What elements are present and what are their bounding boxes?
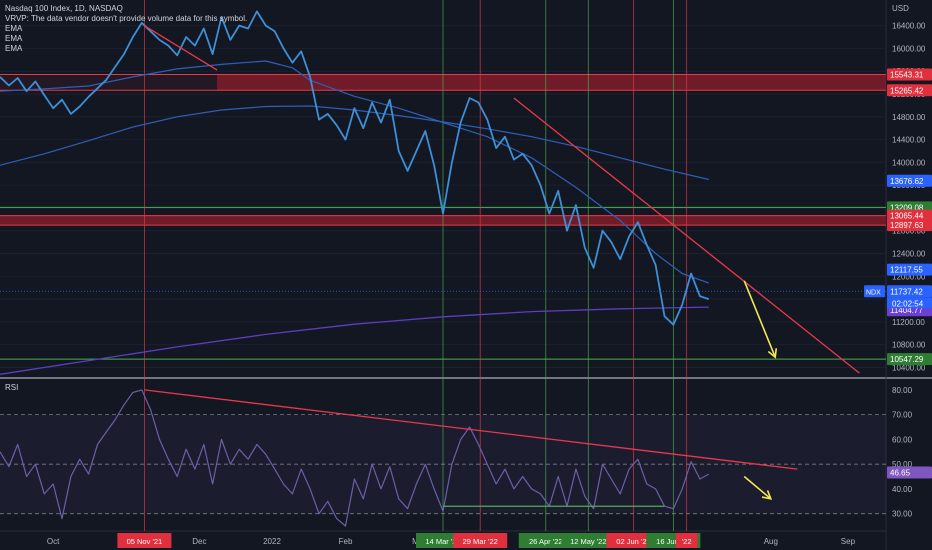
date-marker-label: 14 Mar '22 (425, 537, 460, 546)
level-price-label: 13209.08 (890, 203, 924, 212)
symbol-tag: NDX (866, 289, 881, 296)
price-axis-tick-label: 12400.00 (892, 250, 926, 259)
rsi-axis-tick-label: 80.00 (892, 386, 913, 395)
time-axis-label: Sep (841, 537, 856, 546)
date-marker-bg (518, 533, 573, 548)
time-axis-label: Aug (764, 537, 778, 546)
trendline (513, 97, 860, 374)
price-axis-tick-label: 16000.00 (892, 44, 926, 53)
date-marker-label: 16 Jun '22 (656, 537, 690, 546)
level-price-label-bg (887, 209, 932, 222)
trendline (144, 25, 218, 71)
date-marker-label: 29 Mar '22 (463, 537, 498, 546)
date-marker-label: 12 May '22 (570, 537, 606, 546)
zone-fill (217, 74, 886, 91)
currency-label: USD (892, 4, 909, 13)
rsi-line (0, 389, 710, 527)
date-marker-label: 26 Apr '22 (529, 537, 563, 546)
level-price-label-bg (887, 84, 932, 97)
price-axis-tick-label: 12000.00 (892, 272, 926, 281)
symbol-title: Nasdaq 100 Index, 1D, NASDAQ (5, 4, 123, 13)
price-axis-tick-label: 10400.00 (892, 363, 926, 372)
projection-arrow (743, 280, 776, 358)
indicator-ema-2[interactable]: EMA (5, 34, 23, 43)
ema-fast-line (0, 60, 710, 284)
date-marker-label: 02 Jun '22 (616, 537, 650, 546)
level-price-label: 10547.29 (890, 355, 924, 364)
price-label: 11737.42 (890, 287, 923, 296)
rsi-axis-tick-label: 60.00 (892, 435, 913, 444)
price-label: 11404.77 (890, 306, 923, 315)
price-label-bg (887, 285, 932, 298)
level-price-label: 15543.31 (890, 70, 924, 79)
rsi-projection-arrow (743, 475, 772, 500)
date-marker-bg (117, 533, 172, 548)
price-axis-tick-label: 14800.00 (892, 113, 926, 122)
price-axis-tick-label: 11200.00 (892, 318, 925, 327)
date-marker-bg (561, 533, 616, 548)
rsi-axis-tick-label: 40.00 (892, 485, 913, 494)
level-price-label-bg (887, 353, 932, 366)
level-price-label: 13065.44 (890, 212, 924, 221)
ema-slow-line (0, 306, 709, 375)
date-marker-bg (675, 533, 698, 548)
price-axis-tick-label: 12800.00 (892, 227, 926, 236)
price-label-bg (887, 174, 932, 187)
time-axis-label: Feb (339, 537, 353, 546)
countdown-bg (887, 297, 932, 309)
indicator-ema-3[interactable]: EMA (5, 44, 23, 53)
level-price-label-bg (887, 68, 932, 81)
rsi-axis-tick-label: 70.00 (892, 411, 913, 420)
price-label: 12117.55 (890, 266, 923, 275)
level-price-label-bg (887, 219, 932, 232)
price-axis-tick-label: 10800.00 (892, 341, 926, 350)
level-price-label: 15265.42 (890, 86, 924, 95)
countdown-label: 02:02:54 (892, 299, 924, 308)
price-axis-tick-label: 14400.00 (892, 136, 926, 145)
rsi-axis-tick-label: 30.00 (892, 510, 913, 519)
date-marker-label: 05 Nov '21 (127, 537, 163, 546)
projection-arrow-head (767, 348, 778, 359)
price-label-bg (887, 263, 932, 276)
date-marker-label: '22 (682, 537, 692, 546)
time-axis-label: Oct (47, 537, 60, 546)
time-axis-label: Dec (192, 537, 206, 546)
rsi-trendline (144, 389, 798, 470)
time-axis-label: 2022 (263, 537, 281, 546)
vrvp-note: VRVP: The data vendor doesn't provide vo… (5, 14, 248, 23)
rsi-title: RSI (5, 383, 19, 392)
rsi-current-label: 46.65 (890, 468, 911, 477)
rsi-axis-tick-label: 50.00 (892, 460, 913, 469)
price-line (0, 10, 710, 326)
chart-legend: Nasdaq 100 Index, 1D, NASDAQ VRVP: The d… (5, 4, 247, 54)
price-axis-tick-label: 16400.00 (892, 22, 926, 31)
price-axis-tick-label: 14000.00 (892, 158, 926, 167)
date-marker-bg (453, 533, 508, 548)
symbol-tag-bg (864, 285, 885, 298)
level-price-label: 12897.63 (890, 221, 924, 230)
indicator-ema-1[interactable]: EMA (5, 24, 23, 33)
rsi-current-label-bg (887, 466, 932, 479)
price-label: 13676.62 (890, 177, 924, 186)
rsi-projection-arrow-head (761, 490, 773, 500)
